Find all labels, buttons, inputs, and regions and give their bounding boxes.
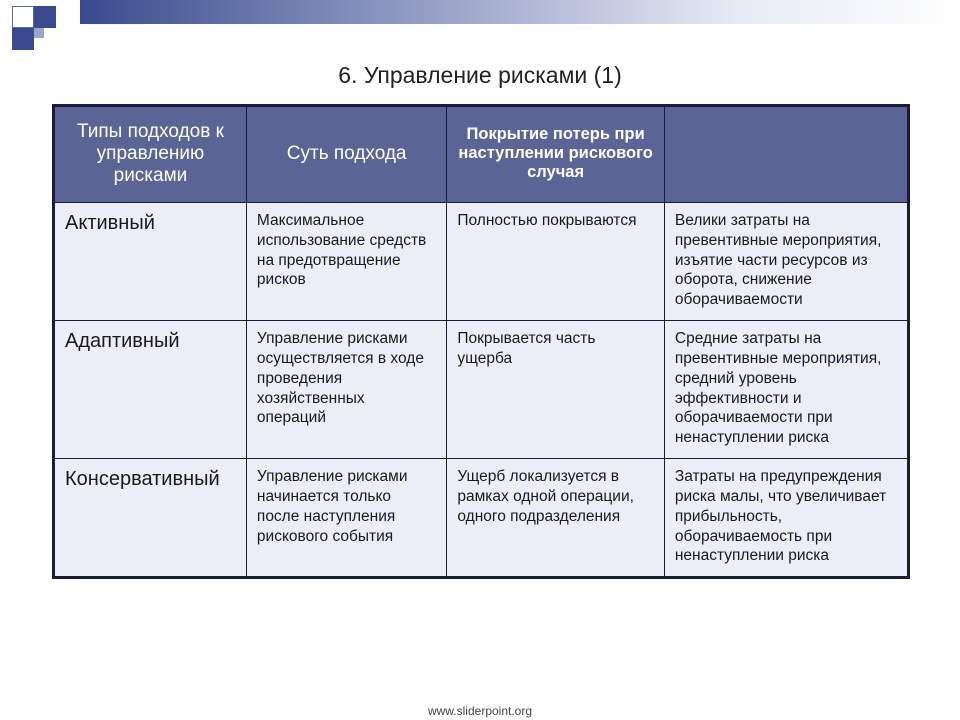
- risk-table-container: Типы подходов к управлению рисками Суть …: [52, 104, 910, 579]
- slide-decoration: [0, 0, 960, 52]
- cell-note: Средние затраты на превентивные мероприя…: [664, 321, 907, 459]
- risk-table: Типы подходов к управлению рисками Суть …: [54, 106, 908, 577]
- cell-approach: Консервативный: [55, 459, 247, 577]
- cell-note: Затраты на предупреждения риска малы, чт…: [664, 459, 907, 577]
- cell-essence: Управление рисками осуществляется в ходе…: [246, 321, 446, 459]
- table-row: Адаптивный Управление рисками осуществля…: [55, 321, 908, 459]
- cell-essence: Максимальное использование средств на пр…: [246, 203, 446, 321]
- table-header-row: Типы подходов к управлению рисками Суть …: [55, 107, 908, 203]
- col-header-approach: Типы подходов к управлению рисками: [55, 107, 247, 203]
- footer-url: www.sliderpoint.org: [0, 704, 960, 718]
- cell-approach: Активный: [55, 203, 247, 321]
- cell-coverage: Покрывается часть ущерба: [447, 321, 665, 459]
- col-header-note: [664, 107, 907, 203]
- cell-essence: Управление рисками начинается только пос…: [246, 459, 446, 577]
- col-header-essence: Суть подхода: [246, 107, 446, 203]
- cell-coverage: Полностью покрываются: [447, 203, 665, 321]
- cell-coverage: Ущерб локализуется в рамках одной операц…: [447, 459, 665, 577]
- table-row: Консервативный Управление рисками начина…: [55, 459, 908, 577]
- cell-approach: Адаптивный: [55, 321, 247, 459]
- cell-note: Велики затраты на превентивные мероприят…: [664, 203, 907, 321]
- slide-title: 6. Управление рисками (1): [0, 62, 960, 89]
- table-row: Активный Максимальное использование сред…: [55, 203, 908, 321]
- col-header-coverage: Покрытие потерь при наступлении рисковог…: [447, 107, 665, 203]
- corner-squares-icon: [12, 6, 80, 52]
- gradient-bar: [80, 0, 960, 24]
